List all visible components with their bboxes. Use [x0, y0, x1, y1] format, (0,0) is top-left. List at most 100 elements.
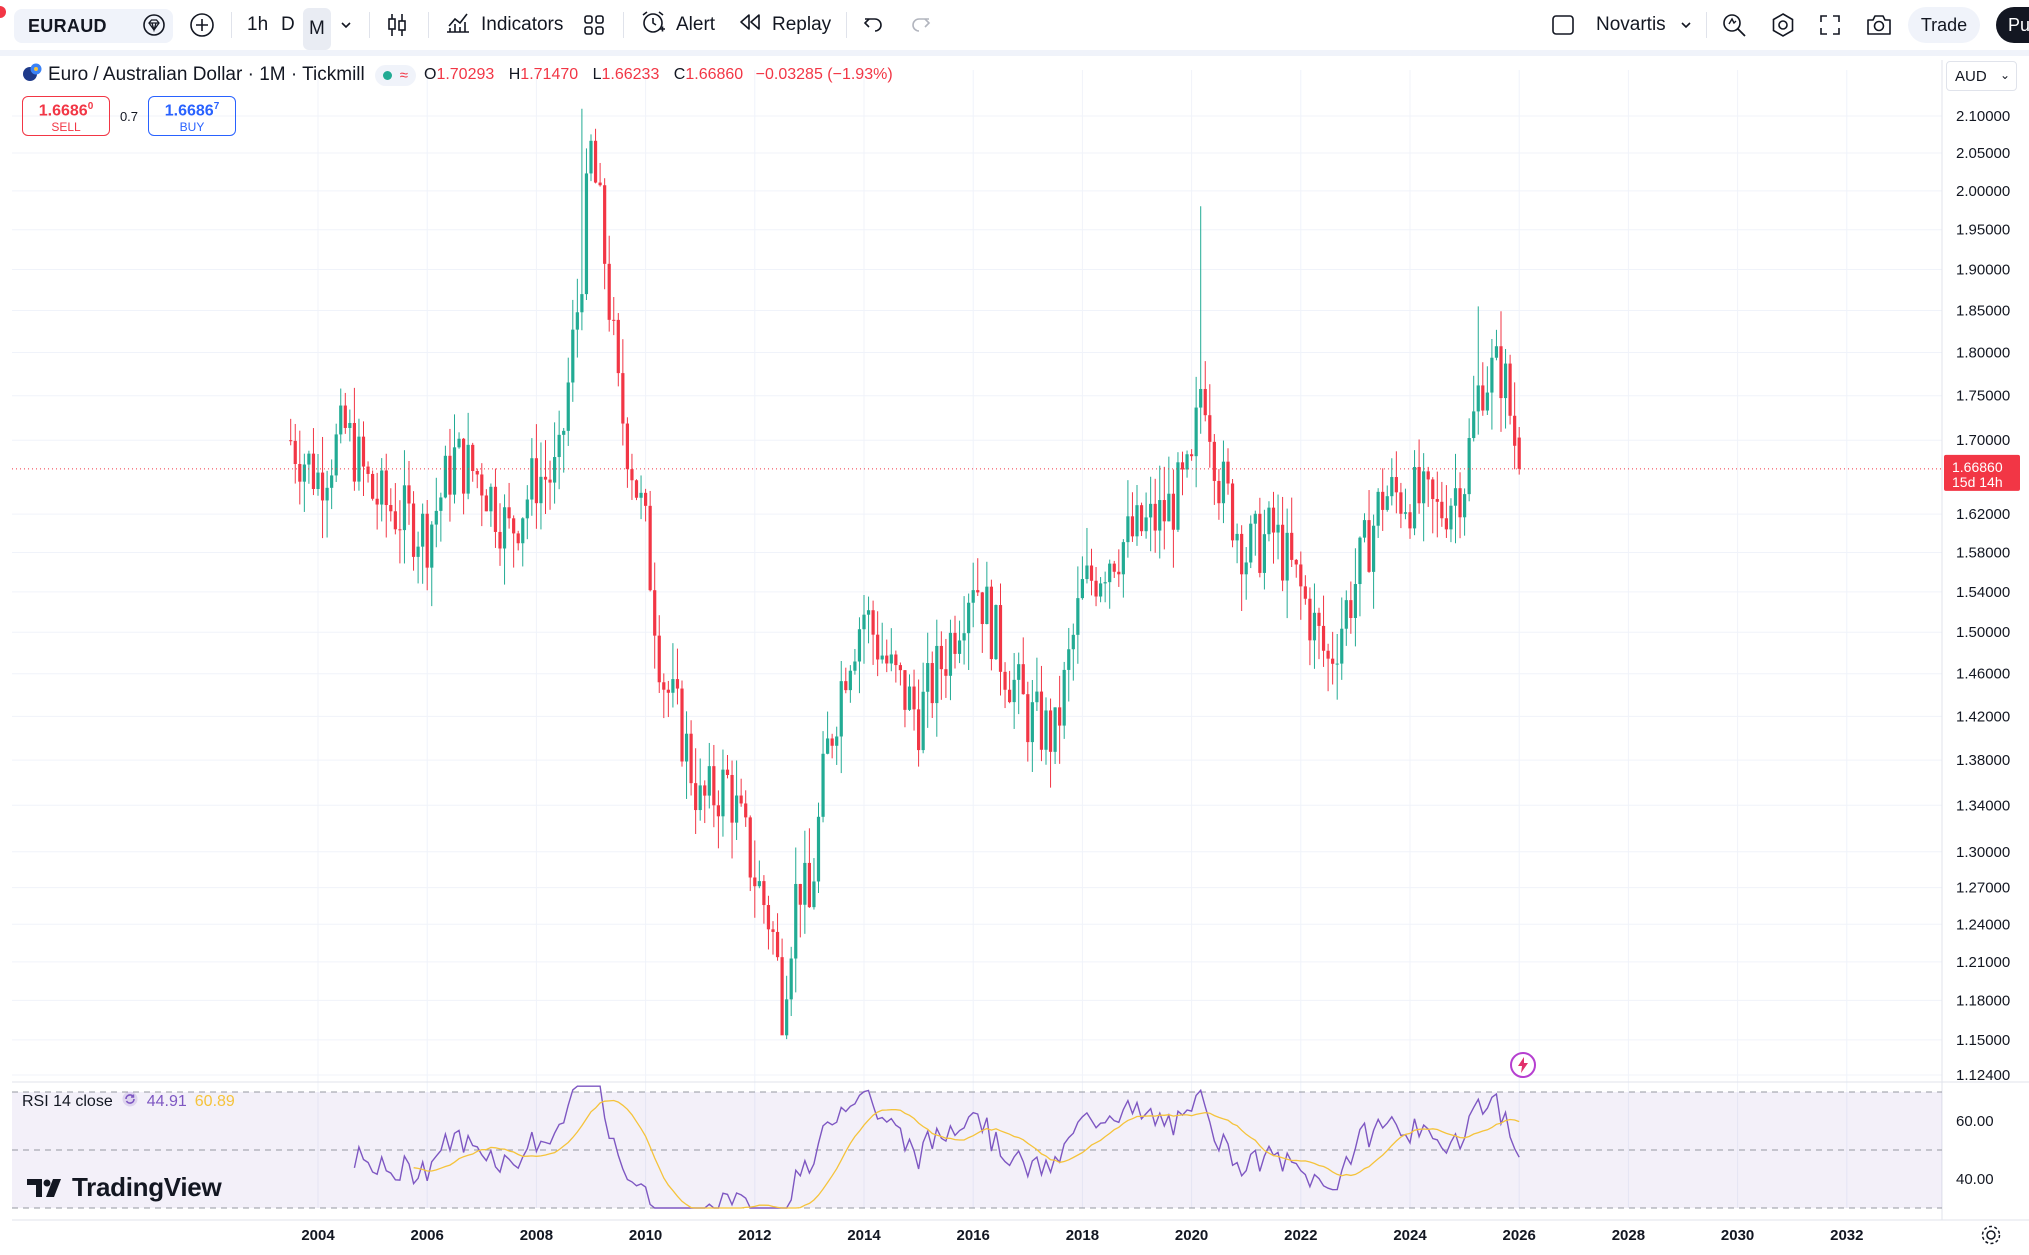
interval-1h[interactable]: 1h [247, 14, 269, 35]
indicators-button[interactable]: Indicators [445, 0, 563, 50]
candle-body [1117, 571, 1121, 575]
candle-body [675, 679, 680, 689]
price-tick-label: 1.18000 [1956, 992, 2010, 1009]
redo-icon[interactable] [910, 0, 932, 50]
candle-body [907, 686, 912, 710]
alert-button[interactable]: Alert [640, 0, 715, 50]
candle-body [753, 877, 757, 887]
rsi-legend: RSI 14 close 44.91 60.89 [22, 1090, 235, 1113]
symbol-search-box[interactable]: EURAUD [14, 9, 173, 43]
layout-name[interactable]: Novartis [1596, 14, 1666, 35]
candle-body [857, 629, 862, 662]
candle-body [1372, 525, 1376, 572]
legend-status[interactable]: ≈ [374, 64, 416, 86]
rsi-tick-label: 60.00 [1956, 1113, 1994, 1130]
candle-body [1235, 533, 1239, 541]
price-tick-label: 1.62000 [1956, 506, 2010, 523]
candles-icon[interactable] [385, 0, 409, 50]
candle-body [803, 862, 807, 905]
legend-title[interactable]: Euro / Australian Dollar · 1M · Tickmill [48, 64, 365, 85]
templates-icon[interactable] [582, 0, 606, 50]
chart-settings-gear-icon[interactable] [1980, 1224, 2002, 1251]
candle-body [971, 590, 975, 603]
price-tick-label: 1.12400 [1956, 1067, 2010, 1084]
tradingview-logo[interactable]: TradingView [26, 1172, 222, 1203]
price-tick-label: 1.24000 [1956, 916, 2010, 933]
replay-button[interactable]: Replay [738, 0, 831, 50]
candle-body [371, 473, 375, 499]
candle-body [1217, 480, 1221, 504]
symbol-text: EURAUD [28, 15, 107, 36]
candle-body [844, 681, 848, 691]
indicators-icon [445, 10, 471, 40]
candle-body [1431, 479, 1435, 500]
candle-body [471, 444, 475, 472]
sell-button[interactable]: 1.66860 SELL [22, 96, 110, 136]
candle-body [917, 709, 921, 751]
rsi-refresh-icon[interactable] [121, 1090, 139, 1113]
price-tick-label: 1.90000 [1956, 262, 2010, 279]
candle-body [1458, 488, 1462, 518]
candle-body [566, 382, 570, 431]
time-tick-label: 2020 [1175, 1227, 1208, 1244]
candle-body [1408, 512, 1412, 529]
candle-body [976, 590, 980, 593]
candle-body [1003, 671, 1007, 690]
candle-body [1035, 691, 1039, 703]
add-symbol-icon[interactable] [189, 0, 215, 50]
price-tick-label: 1.38000 [1956, 752, 2010, 769]
layout-square-icon[interactable] [1551, 0, 1575, 50]
candle-body [402, 485, 407, 531]
candle-body [1190, 454, 1194, 457]
candle-body [343, 405, 347, 428]
camera-icon[interactable] [1865, 0, 1893, 50]
price-tick-label: 1.42000 [1956, 708, 2010, 725]
layout-chevron-down-icon[interactable] [1679, 0, 1693, 50]
candle-body [962, 633, 966, 641]
candle-body [885, 655, 889, 664]
candle-body [680, 688, 684, 762]
interval-m[interactable]: M [303, 8, 331, 50]
fullscreen-icon[interactable] [1818, 0, 1842, 50]
undo-icon[interactable] [862, 0, 884, 50]
candle-body [502, 507, 507, 549]
time-tick-label: 2008 [520, 1227, 553, 1244]
flash-icon[interactable] [1508, 1050, 1538, 1085]
candle-body [876, 634, 880, 660]
price-tick-label: 1.27000 [1956, 880, 2010, 897]
candle-body [1321, 625, 1326, 651]
candle-body [1481, 385, 1485, 411]
rsi-label[interactable]: RSI 14 close [22, 1092, 113, 1110]
chevron-down-icon[interactable] [339, 0, 353, 50]
candle-body [1089, 565, 1094, 581]
symbol-logo-icon [22, 62, 42, 88]
candle-body [821, 753, 825, 817]
candle-body [630, 469, 634, 481]
candle-body [416, 546, 420, 557]
candle-body [1244, 562, 1248, 575]
candle-body [1299, 564, 1303, 587]
candle-body [1317, 612, 1321, 626]
candle-body [539, 476, 543, 504]
candle-body [1381, 491, 1385, 510]
price-tick-label: 1.15000 [1956, 1032, 2010, 1049]
candle-body [1208, 415, 1212, 442]
settings-icon[interactable] [1770, 0, 1796, 50]
candle-body [835, 736, 839, 746]
interval-d[interactable]: D [281, 14, 295, 35]
candle-body [621, 373, 625, 424]
buy-button[interactable]: 1.66867 BUY [148, 96, 236, 136]
candle-body [603, 185, 607, 264]
diamond-icon[interactable] [142, 0, 166, 50]
trade-button[interactable]: Trade [1908, 7, 1980, 43]
quick-search-icon[interactable] [1721, 0, 1747, 50]
publish-button[interactable]: Pu [1996, 7, 2029, 43]
candle-body [1444, 518, 1448, 530]
candle-body [1453, 488, 1458, 506]
candle-body [789, 958, 793, 1000]
candle-body [1044, 710, 1048, 750]
currency-select[interactable]: AUD ⌄ [1946, 61, 2017, 91]
candle-body [684, 733, 689, 762]
candle-body [1326, 650, 1330, 659]
